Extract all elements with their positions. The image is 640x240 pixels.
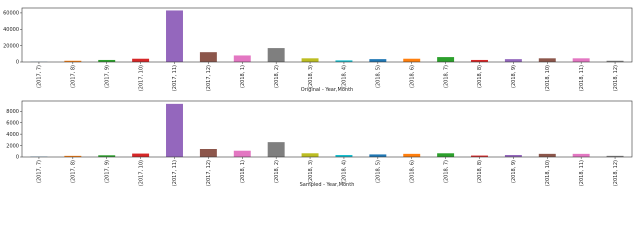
x-tick-label: (2018, 4) [342,65,348,88]
x-tick-label: (2018, 9) [511,160,517,183]
x-tick-label: (2018, 2) [274,160,280,183]
x-tick-label: (2018, 8) [477,160,483,183]
x-tick-label: (2018, 3) [308,160,314,183]
bar [233,150,251,157]
bar [538,58,556,62]
bar [132,58,150,62]
y-tick-label: 0 [16,155,19,161]
y-tick-label: 8000 [6,109,19,115]
bar [504,155,522,157]
x-tick-label: (2017, 9) [104,65,110,88]
x-tick-label: (2017, 8) [71,65,77,88]
x-tick-label: (2018, 10) [545,65,551,91]
bar [572,58,590,62]
bar [335,155,353,157]
bar [335,60,353,62]
bar [606,60,624,62]
x-tick-label: (2018, 8) [477,65,483,88]
x-tick-label: (2017, 10) [138,160,144,186]
x-tick-label: (2018, 6) [409,65,415,88]
x-tick-label: (2018, 4) [342,160,348,183]
bar [267,142,285,157]
bar [199,52,217,62]
x-tick-label: (2017, 9) [104,160,110,183]
bar [166,103,183,157]
x-tick-label: (2017, 7) [37,160,43,183]
x-axis-label: Original - Year,Month [301,87,353,93]
bar [132,153,150,157]
x-tick-label: (2018, 1) [240,65,246,88]
x-tick-label: (2017, 10) [138,65,144,91]
y-tick-label: 4000 [6,132,19,138]
bar [471,155,488,157]
x-tick-label: (2018, 11) [579,65,585,91]
bar [98,155,116,157]
bar [504,59,522,62]
bar [199,149,217,157]
y-tick-label: 40000 [3,27,19,33]
bar [403,153,421,157]
x-tick-label: (2017, 12) [206,160,212,186]
plot-frame [21,7,633,63]
bar [606,155,624,157]
x-tick-label: (2018, 2) [274,65,280,88]
x-tick-label: (2018, 9) [511,65,517,88]
bar [538,153,556,157]
x-tick-label: (2017, 7) [37,65,43,88]
x-tick-label: (2018, 1) [240,160,246,183]
bar [403,58,421,62]
x-tick-label: (2018, 7) [443,65,449,88]
x-tick-label: (2018, 10) [545,160,551,186]
y-tick-label: 2000 [6,143,19,149]
x-tick-label: (2018, 5) [376,65,382,88]
bar [369,59,387,62]
x-axis-label: Sampled - Year,Month [300,182,355,188]
x-tick-label: (2017, 12) [206,65,212,91]
bar [437,153,455,157]
bar [98,59,116,62]
x-tick-label: (2017, 8) [71,160,77,183]
x-tick-label: (2018, 7) [443,160,449,183]
bar [471,59,488,62]
x-tick-label: (2018, 12) [613,65,619,91]
bar [572,153,590,157]
y-tick-label: 60000 [3,11,19,17]
bar [233,55,251,62]
x-tick-label: (2017, 11) [172,160,178,186]
bar [166,10,183,63]
y-tick-label: 0 [16,60,19,66]
plot-frame [21,100,633,158]
y-tick-label: 6000 [6,120,19,126]
x-tick-label: (2018, 5) [376,160,382,183]
bar [437,57,455,62]
bar [267,48,285,62]
bar [64,60,82,62]
bar [369,154,387,157]
x-tick-label: (2018, 3) [308,65,314,88]
x-tick-label: (2018, 6) [409,160,415,183]
x-tick-label: (2018, 11) [579,160,585,186]
bar [64,155,82,157]
bar [301,153,319,157]
bar [301,58,319,62]
x-tick-label: (2018, 12) [613,160,619,186]
x-tick-label: (2017, 11) [172,65,178,91]
y-tick-label: 20000 [3,43,19,49]
